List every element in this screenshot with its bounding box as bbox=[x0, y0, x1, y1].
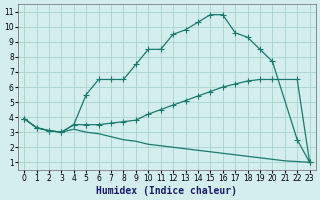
X-axis label: Humidex (Indice chaleur): Humidex (Indice chaleur) bbox=[96, 186, 237, 196]
